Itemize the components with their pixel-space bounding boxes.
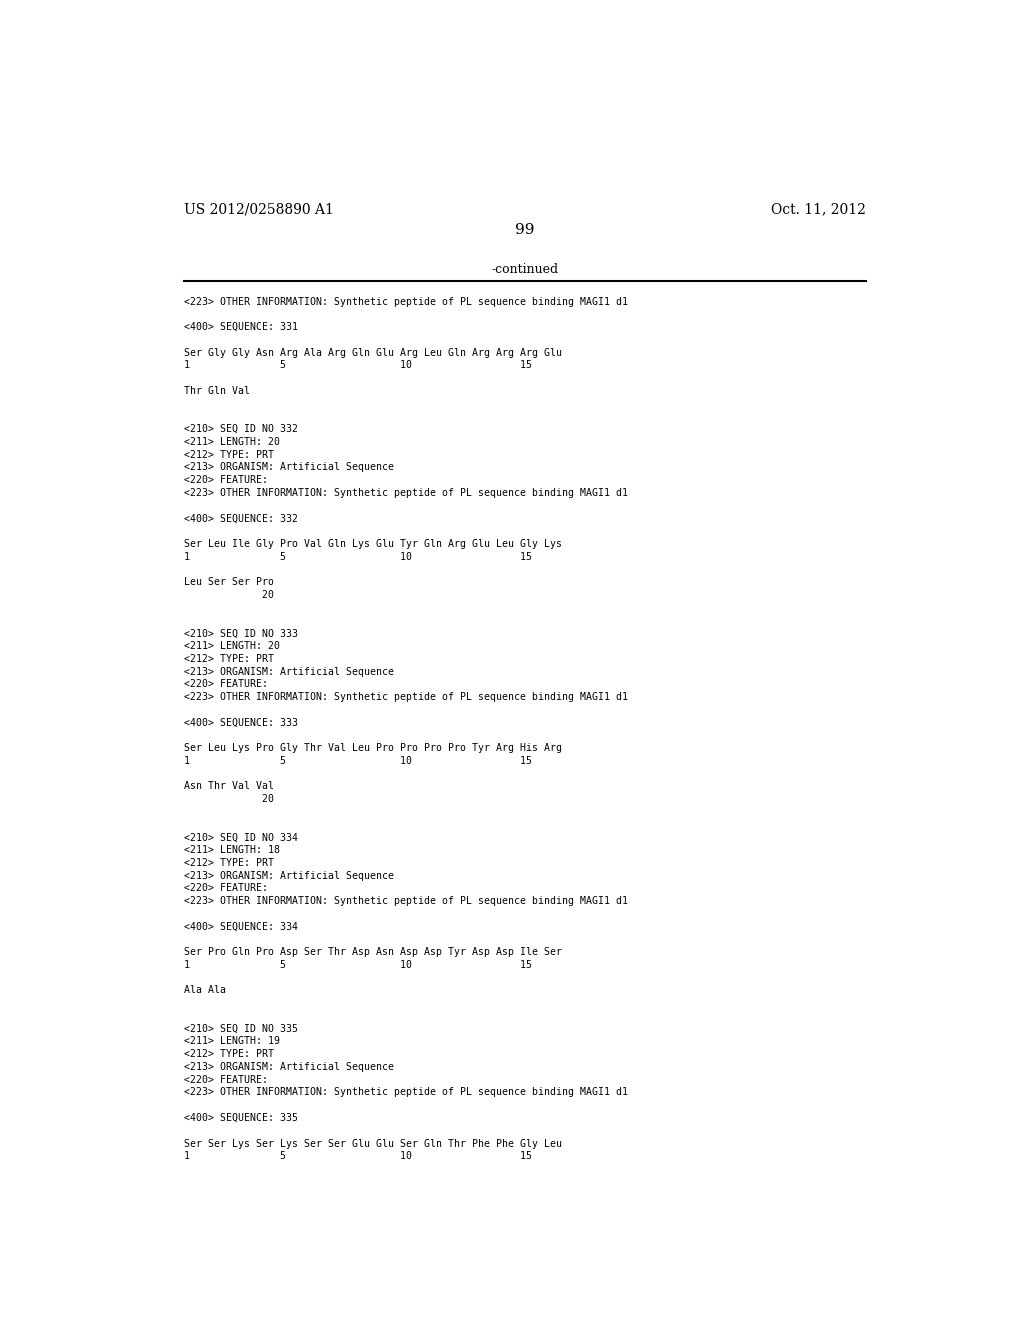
Text: <212> TYPE: PRT: <212> TYPE: PRT xyxy=(183,858,273,867)
Text: <211> LENGTH: 19: <211> LENGTH: 19 xyxy=(183,1036,280,1047)
Text: <220> FEATURE:: <220> FEATURE: xyxy=(183,475,267,486)
Text: <213> ORGANISM: Artificial Sequence: <213> ORGANISM: Artificial Sequence xyxy=(183,1063,393,1072)
Text: <212> TYPE: PRT: <212> TYPE: PRT xyxy=(183,653,273,664)
Text: 1               5                   10                  15: 1 5 10 15 xyxy=(183,756,531,766)
Text: <213> ORGANISM: Artificial Sequence: <213> ORGANISM: Artificial Sequence xyxy=(183,462,393,473)
Text: US 2012/0258890 A1: US 2012/0258890 A1 xyxy=(183,202,334,216)
Text: <400> SEQUENCE: 335: <400> SEQUENCE: 335 xyxy=(183,1113,298,1123)
Text: Ser Leu Ile Gly Pro Val Gln Lys Glu Tyr Gln Arg Glu Leu Gly Lys: Ser Leu Ile Gly Pro Val Gln Lys Glu Tyr … xyxy=(183,539,561,549)
Text: Thr Gln Val: Thr Gln Val xyxy=(183,385,250,396)
Text: <400> SEQUENCE: 334: <400> SEQUENCE: 334 xyxy=(183,921,298,932)
Text: <211> LENGTH: 20: <211> LENGTH: 20 xyxy=(183,642,280,651)
Text: <210> SEQ ID NO 335: <210> SEQ ID NO 335 xyxy=(183,1024,298,1034)
Text: Ala Ala: Ala Ala xyxy=(183,986,225,995)
Text: <223> OTHER INFORMATION: Synthetic peptide of PL sequence binding MAGI1 d1: <223> OTHER INFORMATION: Synthetic pepti… xyxy=(183,896,628,906)
Text: <213> ORGANISM: Artificial Sequence: <213> ORGANISM: Artificial Sequence xyxy=(183,871,393,880)
Text: Asn Thr Val Val: Asn Thr Val Val xyxy=(183,781,273,792)
Text: <400> SEQUENCE: 333: <400> SEQUENCE: 333 xyxy=(183,718,298,727)
Text: <223> OTHER INFORMATION: Synthetic peptide of PL sequence binding MAGI1 d1: <223> OTHER INFORMATION: Synthetic pepti… xyxy=(183,692,628,702)
Text: Oct. 11, 2012: Oct. 11, 2012 xyxy=(771,202,866,216)
Text: <210> SEQ ID NO 334: <210> SEQ ID NO 334 xyxy=(183,833,298,842)
Text: <220> FEATURE:: <220> FEATURE: xyxy=(183,680,267,689)
Text: <223> OTHER INFORMATION: Synthetic peptide of PL sequence binding MAGI1 d1: <223> OTHER INFORMATION: Synthetic pepti… xyxy=(183,1088,628,1097)
Text: <400> SEQUENCE: 331: <400> SEQUENCE: 331 xyxy=(183,322,298,333)
Text: Ser Ser Lys Ser Lys Ser Ser Glu Glu Ser Gln Thr Phe Phe Gly Leu: Ser Ser Lys Ser Lys Ser Ser Glu Glu Ser … xyxy=(183,1139,561,1148)
Text: <213> ORGANISM: Artificial Sequence: <213> ORGANISM: Artificial Sequence xyxy=(183,667,393,677)
Text: -continued: -continued xyxy=(492,263,558,276)
Text: Ser Leu Lys Pro Gly Thr Val Leu Pro Pro Pro Pro Tyr Arg His Arg: Ser Leu Lys Pro Gly Thr Val Leu Pro Pro … xyxy=(183,743,561,754)
Text: 1               5                   10                  15: 1 5 10 15 xyxy=(183,960,531,970)
Text: Ser Gly Gly Asn Arg Ala Arg Gln Glu Arg Leu Gln Arg Arg Arg Glu: Ser Gly Gly Asn Arg Ala Arg Gln Glu Arg … xyxy=(183,347,561,358)
Text: 1               5                   10                  15: 1 5 10 15 xyxy=(183,552,531,562)
Text: 1               5                   10                  15: 1 5 10 15 xyxy=(183,360,531,371)
Text: <211> LENGTH: 18: <211> LENGTH: 18 xyxy=(183,845,280,855)
Text: Ser Pro Gln Pro Asp Ser Thr Asp Asn Asp Asp Tyr Asp Asp Ile Ser: Ser Pro Gln Pro Asp Ser Thr Asp Asn Asp … xyxy=(183,948,561,957)
Text: <212> TYPE: PRT: <212> TYPE: PRT xyxy=(183,1049,273,1059)
Text: <220> FEATURE:: <220> FEATURE: xyxy=(183,883,267,894)
Text: <220> FEATURE:: <220> FEATURE: xyxy=(183,1074,267,1085)
Text: <212> TYPE: PRT: <212> TYPE: PRT xyxy=(183,450,273,459)
Text: 20: 20 xyxy=(183,590,273,601)
Text: 20: 20 xyxy=(183,795,273,804)
Text: <223> OTHER INFORMATION: Synthetic peptide of PL sequence binding MAGI1 d1: <223> OTHER INFORMATION: Synthetic pepti… xyxy=(183,488,628,498)
Text: <400> SEQUENCE: 332: <400> SEQUENCE: 332 xyxy=(183,513,298,524)
Text: 1               5                   10                  15: 1 5 10 15 xyxy=(183,1151,531,1162)
Text: <211> LENGTH: 20: <211> LENGTH: 20 xyxy=(183,437,280,447)
Text: Leu Ser Ser Pro: Leu Ser Ser Pro xyxy=(183,577,273,587)
Text: <210> SEQ ID NO 332: <210> SEQ ID NO 332 xyxy=(183,424,298,434)
Text: 99: 99 xyxy=(515,223,535,238)
Text: <210> SEQ ID NO 333: <210> SEQ ID NO 333 xyxy=(183,628,298,639)
Text: <223> OTHER INFORMATION: Synthetic peptide of PL sequence binding MAGI1 d1: <223> OTHER INFORMATION: Synthetic pepti… xyxy=(183,297,628,306)
